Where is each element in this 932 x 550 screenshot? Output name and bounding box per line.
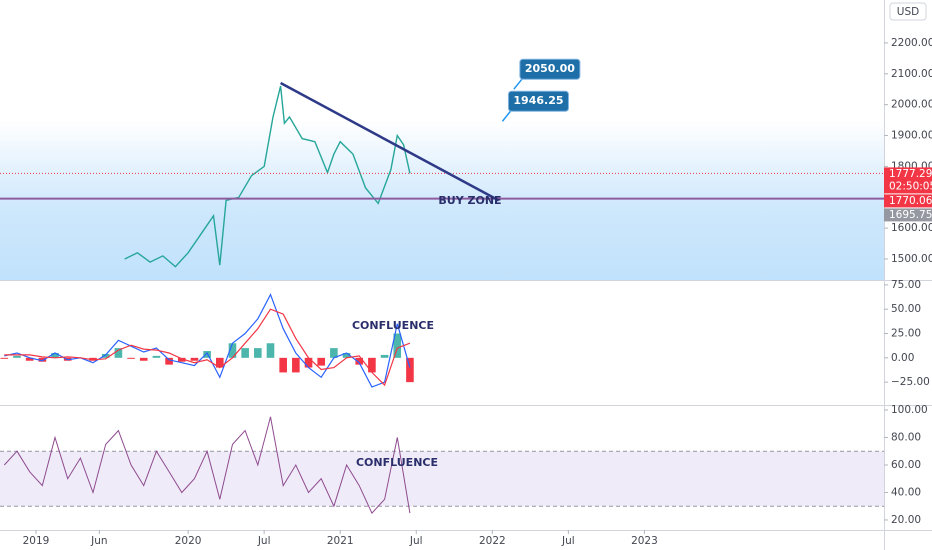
histogram-bar [406, 357, 414, 383]
x-tick-label: Jul [561, 535, 575, 547]
histogram-bar [51, 352, 59, 358]
y-tick-label: 20.00 [891, 514, 921, 526]
y-tick-label: 40.00 [891, 486, 921, 498]
histogram-bar [38, 357, 47, 362]
y-tick-label: 2100.00 [891, 68, 932, 80]
histogram-bar [177, 357, 186, 362]
y-tick-label: 2000.00 [891, 99, 932, 111]
histogram-bar [13, 355, 21, 358]
histogram-bar [266, 343, 275, 358]
confluence-label: CONFLUENCE [356, 456, 438, 469]
y-tick-label: −25.00 [891, 376, 930, 388]
histogram-bar [279, 357, 287, 373]
y-tick-label: 80.00 [891, 431, 921, 443]
price-label: 1777.29 [889, 168, 932, 180]
currency-box[interactable] [889, 2, 927, 21]
y-tick-label: 1600.00 [891, 222, 932, 234]
trendline [280, 81, 500, 202]
y-tick-label: 50.00 [891, 303, 921, 315]
histogram-bar [165, 357, 173, 365]
histogram-bar [241, 348, 249, 358]
histogram-bar [304, 357, 313, 368]
macd-line [4, 308, 411, 387]
target-label: 1946.25 [513, 94, 563, 107]
x-tick-label: 2023 [631, 535, 658, 547]
target-leader [501, 110, 512, 122]
x-tick-label: 2022 [479, 535, 506, 547]
countdown: 02:50:05 [889, 180, 932, 192]
histogram-bar [368, 357, 376, 373]
y-tick-label: 25.00 [891, 328, 921, 340]
y-tick-label: 60.00 [891, 459, 921, 471]
histogram-bar [254, 348, 262, 358]
histogram-bar [215, 357, 224, 368]
histogram-bar [127, 357, 135, 359]
zone-shade [0, 120, 884, 280]
histogram-bar [228, 343, 237, 358]
price-line [124, 85, 411, 268]
y-tick-label: 75.00 [891, 279, 921, 291]
histogram-bar [380, 354, 389, 358]
x-tick-label: Jun [90, 535, 107, 547]
buy-zone-label: BUY ZONE [438, 194, 501, 207]
histogram-bar [0, 357, 9, 359]
target-leader [513, 78, 523, 90]
histogram-bar [190, 357, 199, 361]
currency: USD [897, 6, 919, 18]
histogram-bar [330, 348, 338, 358]
histogram-bar [342, 352, 351, 358]
y-tick-label: 1500.00 [891, 253, 932, 265]
histogram-bar [25, 357, 34, 361]
y-tick-label: 0.00 [891, 352, 914, 364]
histogram-bar [101, 353, 110, 358]
y-tick-label: 2200.00 [891, 37, 932, 49]
price-label-box [884, 194, 932, 208]
price-label-box [884, 167, 932, 194]
price-label: 1695.75 [889, 209, 932, 221]
x-tick-label: 2020 [175, 535, 202, 547]
histogram-bar [152, 355, 161, 358]
histogram-bar [317, 357, 326, 366]
histogram-bar [393, 333, 402, 358]
x-tick-label: 2019 [23, 535, 50, 547]
target-label: 2050.00 [525, 62, 575, 75]
histogram-bar [139, 357, 148, 361]
target-box [519, 58, 581, 80]
confluence-label: CONFLUENCE [352, 319, 434, 332]
x-tick-label: Jul [257, 535, 271, 547]
y-tick-label: 100.00 [891, 404, 928, 416]
y-tick-label: 1900.00 [891, 130, 932, 142]
x-tick-label: 2021 [327, 535, 354, 547]
target-box [507, 90, 569, 112]
x-tick-label: Jul [409, 535, 423, 547]
price-label: 1770.06 [889, 195, 932, 207]
histogram-bar [292, 357, 300, 373]
rsi-line [3, 416, 411, 514]
price-label-box [884, 208, 932, 222]
rsi-band [0, 451, 884, 507]
histogram-bar [203, 351, 211, 358]
macd-line [4, 293, 411, 388]
histogram-bar [355, 357, 364, 365]
histogram-bar [114, 348, 123, 358]
